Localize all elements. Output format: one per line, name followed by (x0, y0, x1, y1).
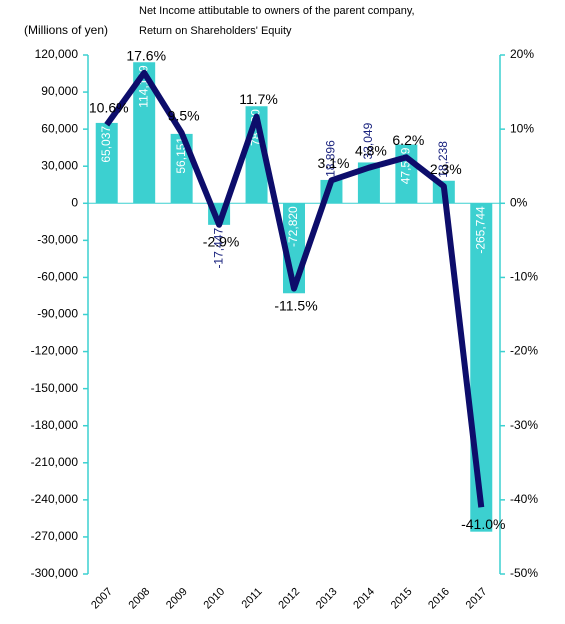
line-value-label: 6.2% (392, 132, 424, 148)
y2-tick-label: 0% (510, 195, 528, 209)
y-tick-label: 120,000 (35, 47, 79, 61)
bar-value-label: -72,820 (286, 206, 300, 247)
bar-value-label: 18,896 (324, 140, 338, 177)
x-tick-label: 2011 (240, 586, 265, 611)
y-tick-label: -240,000 (31, 492, 79, 506)
bar-value-label: 47,539 (399, 147, 413, 184)
y-tick-label: 90,000 (41, 84, 78, 98)
x-tick-label: 2012 (276, 586, 302, 612)
y2-tick-label: -40% (510, 492, 538, 506)
y-axis-label: (Millions of yen) (24, 23, 108, 37)
line-value-label: 4.8% (355, 142, 387, 158)
y-tick-label: -120,000 (31, 344, 79, 358)
bar-value-label: -265,744 (473, 206, 487, 254)
line-value-label: 2.3% (430, 161, 462, 177)
x-tick-label: 2010 (201, 586, 227, 612)
line-value-label: 17.6% (126, 47, 166, 63)
x-tick-label: 2013 (314, 586, 340, 612)
y-tick-label: -30,000 (37, 233, 78, 247)
line-value-label: 3.1% (317, 155, 349, 171)
y2-tick-label: 20% (510, 47, 534, 61)
line-value-label: -2.9% (203, 233, 240, 249)
bar-value-label: 33,049 (361, 122, 375, 159)
y-tick-label: -60,000 (37, 270, 78, 284)
y2-tick-label: -20% (510, 344, 538, 358)
bar (95, 122, 118, 204)
line-value-label: -41.0% (461, 516, 505, 532)
chart-title: Return on Shareholders' Equity (139, 25, 292, 37)
x-tick-label: 2015 (389, 586, 415, 612)
y-tick-label: 30,000 (41, 158, 78, 172)
y2-tick-label: -10% (510, 270, 538, 284)
y-tick-label: -300,000 (31, 566, 79, 580)
y-tick-label: 60,000 (41, 121, 78, 135)
y-tick-label: 0 (71, 195, 78, 209)
x-tick-label: 2016 (426, 586, 452, 612)
line-value-label: 9.5% (168, 108, 200, 124)
y2-tick-label: -30% (510, 418, 538, 432)
x-tick-label: 2008 (127, 586, 153, 612)
bar-value-label: -17,447 (211, 228, 225, 269)
line-value-label: 10.6% (89, 99, 129, 115)
bar-value-label: 65,037 (99, 126, 113, 163)
roe-line (104, 69, 485, 508)
y-tick-label: -90,000 (37, 307, 78, 321)
line-value-label: 11.7% (239, 91, 278, 107)
x-tick-label: 2017 (464, 586, 490, 612)
line-value-label: -11.5% (274, 297, 317, 313)
x-tick-label: 2009 (164, 586, 190, 612)
chart-title: Net Income attibutable to owners of the … (139, 5, 415, 17)
bar-value-label: 18,238 (436, 141, 450, 178)
x-tick-label: 2014 (351, 586, 377, 612)
x-tick-label: 2007 (89, 586, 115, 612)
y2-tick-label: 10% (510, 121, 534, 135)
y-tick-label: -270,000 (31, 529, 79, 543)
y2-tick-label: -50% (510, 566, 538, 580)
y-tick-label: -180,000 (31, 418, 79, 432)
y-tick-label: -150,000 (31, 381, 79, 395)
y-tick-label: -210,000 (31, 455, 79, 469)
bar (133, 62, 156, 204)
